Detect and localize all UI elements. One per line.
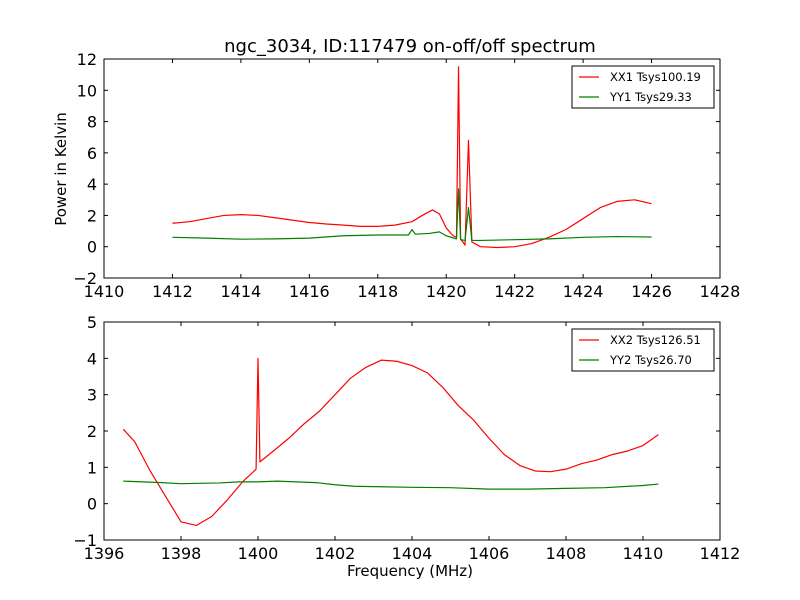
x-tick-label: 1416 bbox=[289, 282, 330, 301]
x-tick-label: 1418 bbox=[357, 282, 398, 301]
x-tick-label: 1396 bbox=[84, 544, 125, 563]
x-tick-label: 1414 bbox=[221, 282, 262, 301]
y-tick-label: 6 bbox=[87, 144, 97, 163]
axes-frame bbox=[103, 58, 721, 279]
top-plot-area: 1410 1412 1414 1416 1418 1420 1422 1424 1426 1428… bbox=[73, 50, 740, 301]
x-tick-label: 1402 bbox=[315, 544, 356, 563]
y-tick-label: 5 bbox=[87, 313, 97, 332]
y-tick-label: −1 bbox=[73, 531, 97, 550]
y-tick-label: −2 bbox=[73, 269, 97, 288]
x-tick-label: 1408 bbox=[546, 544, 587, 563]
y-tick-label: 4 bbox=[87, 349, 97, 368]
y-tick-label: 1 bbox=[87, 458, 97, 477]
series-line-red bbox=[122, 357, 659, 527]
x-axis-label: Frequency (MHz) bbox=[347, 562, 473, 580]
x-tick-label: 1406 bbox=[469, 544, 510, 563]
x-tick-label: 1400 bbox=[238, 544, 279, 563]
bottom-panel: Frequency (MHz) 1396 1398 1400 1402 1404 1406… bbox=[73, 313, 740, 580]
x-tick-label: 1422 bbox=[494, 282, 535, 301]
series-line-green bbox=[172, 188, 652, 242]
legend-entry: YY1 Tsys29.33 bbox=[609, 90, 692, 104]
y-tick-label: 10 bbox=[77, 81, 97, 100]
x-tick-label: 1412 bbox=[152, 282, 193, 301]
legend-entry: XX2 Tsys126.51 bbox=[610, 333, 701, 347]
y-axis-label: Power in Kelvin bbox=[52, 112, 70, 226]
x-tick-label: 1404 bbox=[392, 544, 433, 563]
chart-title: ngc_3034, ID:117479 on-off/off spectrum bbox=[224, 36, 596, 57]
series-line-green bbox=[123, 480, 659, 490]
y-tick-label: 12 bbox=[77, 50, 97, 69]
x-tick-label: 1420 bbox=[426, 282, 467, 301]
x-tick-label: 1424 bbox=[563, 282, 604, 301]
y-tick-label: 0 bbox=[87, 495, 97, 514]
top-panel: ngc_3034, ID:117479 on-off/off spectrum … bbox=[52, 36, 740, 301]
legend-box bbox=[571, 328, 715, 372]
legend-entry: XX1 Tsys100.19 bbox=[610, 70, 701, 84]
x-tick-label: 1410 bbox=[623, 544, 664, 563]
bottom-legend: XX2 Tsys126.51 YY2 Tsys26.70 bbox=[571, 328, 715, 372]
x-tick-label: 1398 bbox=[161, 544, 202, 563]
legend-entry: YY2 Tsys26.70 bbox=[609, 353, 692, 367]
y-tick-label: 2 bbox=[87, 206, 97, 225]
x-tick-label: 1412 bbox=[700, 544, 741, 563]
y-tick-label: 4 bbox=[87, 175, 97, 194]
x-tick-label: 1428 bbox=[700, 282, 741, 301]
series-line-red bbox=[172, 66, 652, 249]
y-tick-label: 3 bbox=[87, 386, 97, 405]
y-tick-label: 2 bbox=[87, 422, 97, 441]
x-tick-label: 1426 bbox=[631, 282, 672, 301]
x-tick-label: 1410 bbox=[84, 282, 125, 301]
y-tick-label: 0 bbox=[87, 238, 97, 257]
top-legend: XX1 Tsys100.19 YY1 Tsys29.33 bbox=[571, 65, 715, 109]
legend-box bbox=[571, 65, 715, 109]
bottom-plot-area: 1396 1398 1400 1402 1404 1406 1408 1410 1412 −1 0 1… bbox=[73, 313, 740, 563]
y-tick-label: 8 bbox=[87, 113, 97, 132]
